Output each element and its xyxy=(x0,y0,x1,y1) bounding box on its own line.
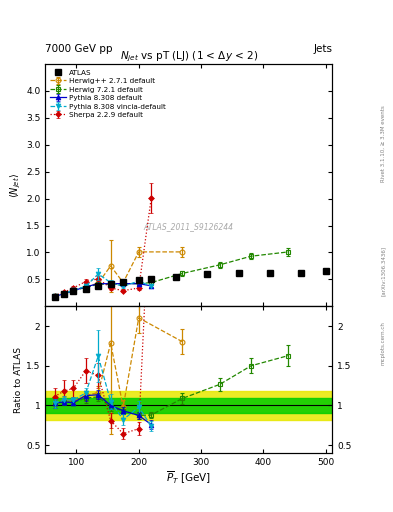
ATLAS xyxy=(323,268,328,274)
ATLAS xyxy=(108,281,113,287)
Y-axis label: $\langle N_{jet}\rangle$: $\langle N_{jet}\rangle$ xyxy=(9,173,23,198)
ATLAS xyxy=(121,279,125,285)
Text: [arXiv:1306.3436]: [arXiv:1306.3436] xyxy=(381,246,386,296)
ATLAS xyxy=(236,270,241,276)
Line: ATLAS: ATLAS xyxy=(51,268,329,300)
Text: mcplots.cern.ch: mcplots.cern.ch xyxy=(381,321,386,365)
ATLAS xyxy=(149,276,154,283)
ATLAS xyxy=(52,293,57,300)
Text: ATLAS_2011_S9126244: ATLAS_2011_S9126244 xyxy=(143,222,234,231)
ATLAS xyxy=(136,278,141,284)
ATLAS xyxy=(96,283,101,289)
ATLAS xyxy=(83,286,88,292)
ATLAS xyxy=(267,270,272,276)
ATLAS xyxy=(71,288,75,294)
Title: $N_{jet}$ vs pT (LJ) (1 < $\Delta y$ < 2): $N_{jet}$ vs pT (LJ) (1 < $\Delta y$ < 2… xyxy=(119,50,258,64)
ATLAS xyxy=(174,273,178,280)
Text: Rivet 3.1.10, ≥ 3.3M events: Rivet 3.1.10, ≥ 3.3M events xyxy=(381,105,386,182)
X-axis label: $\overline{P}_T$ [GeV]: $\overline{P}_T$ [GeV] xyxy=(166,470,211,486)
ATLAS xyxy=(205,271,210,277)
Y-axis label: Ratio to ATLAS: Ratio to ATLAS xyxy=(14,347,23,413)
ATLAS xyxy=(299,270,303,276)
ATLAS xyxy=(62,291,66,297)
Text: Jets: Jets xyxy=(313,44,332,54)
Legend: ATLAS, Herwig++ 2.7.1 default, Herwig 7.2.1 default, Pythia 8.308 default, Pythi: ATLAS, Herwig++ 2.7.1 default, Herwig 7.… xyxy=(48,67,168,120)
Text: 7000 GeV pp: 7000 GeV pp xyxy=(45,44,113,54)
